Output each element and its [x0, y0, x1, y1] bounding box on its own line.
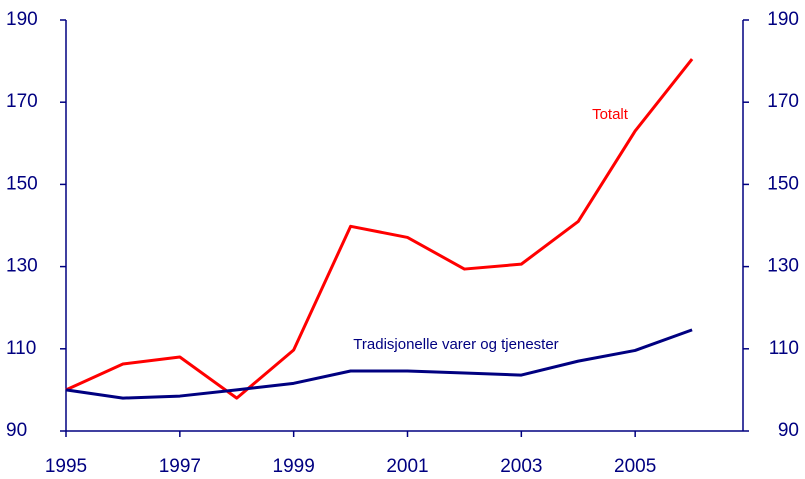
y-tick-label: 90 [6, 420, 27, 441]
y2-tick-label: 110 [769, 338, 799, 359]
y-tick-label: 130 [6, 256, 38, 277]
series-label: Totalt [592, 106, 629, 123]
x-tick-label: 2001 [386, 456, 428, 477]
x-tick-label: 2003 [500, 456, 542, 477]
series-line [65, 328, 693, 400]
x-tick-label: 1997 [159, 456, 201, 477]
y2-tick-label: 150 [767, 173, 799, 194]
x-tick-label: 1999 [273, 456, 315, 477]
y2-tick-label: 130 [767, 256, 799, 277]
series-label: Tradisjonelle varer og tjenester [353, 336, 558, 353]
y-tick-label: 170 [6, 91, 38, 112]
x-tick-label: 2005 [614, 456, 656, 477]
y2-tick-label: 190 [767, 9, 799, 30]
y2-tick-label: 170 [767, 91, 799, 112]
y-tick-label: 110 [6, 338, 36, 359]
y2-tick-label: 90 [778, 420, 799, 441]
y-tick-label: 190 [6, 9, 38, 30]
series-line [65, 58, 694, 400]
y-tick-label: 150 [6, 173, 38, 194]
x-tick-label: 1995 [45, 456, 87, 477]
